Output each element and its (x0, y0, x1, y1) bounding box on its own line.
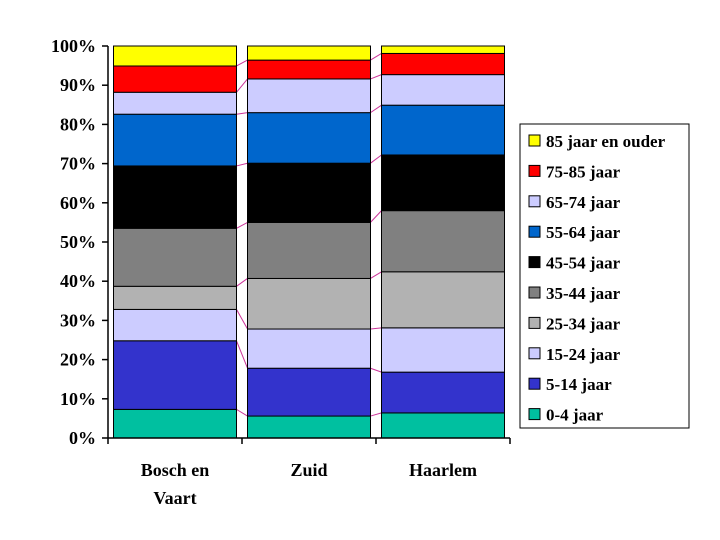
bar-segment (113, 408, 237, 439)
legend-label: 15-24 jaar (546, 345, 621, 364)
bar-segment (247, 328, 371, 369)
bar-segment (247, 59, 371, 80)
series-line (236, 112, 248, 115)
series-line (236, 162, 248, 167)
legend-swatch (528, 377, 541, 390)
bar-segment (113, 91, 237, 115)
legend-label: 25-34 jaar (546, 314, 621, 333)
y-tick-label: 30% (60, 310, 96, 330)
bar-segment (113, 45, 237, 67)
bar-segment (381, 412, 505, 439)
bar-segment (113, 65, 237, 93)
bar-segment (381, 45, 505, 54)
legend-box (519, 123, 690, 429)
series-line (370, 104, 382, 114)
bar-segment (381, 271, 505, 329)
legend-label: 0-4 jaar (546, 406, 604, 425)
bar-segment (247, 415, 371, 439)
bar-segment (381, 154, 505, 212)
bar-segment (247, 112, 371, 164)
series-line (370, 74, 382, 80)
bar-segment (113, 113, 237, 167)
series-line (370, 53, 382, 61)
legend-swatch (528, 195, 541, 208)
bar-segment (381, 104, 505, 156)
legend-label: 45-54 jaar (546, 254, 621, 273)
bar-segment (381, 52, 505, 76)
legend-swatch (528, 316, 541, 329)
series-line (236, 278, 248, 287)
axes: 0% 10% 20% 30% 40% 50% 60% 70% 80% 90% 100% Bosch e… (51, 36, 511, 508)
bar-segment (247, 162, 371, 223)
series-line (236, 59, 248, 67)
y-tick-label: 80% (60, 114, 96, 134)
legend-label: 35-44 jaar (546, 284, 621, 303)
legend-swatch (528, 347, 541, 360)
bar-segment (247, 367, 371, 417)
series-line (236, 221, 248, 229)
bars (113, 45, 505, 439)
y-tick-label: 40% (60, 271, 96, 291)
y-tick-label: 100% (51, 36, 96, 56)
y-tick-label: 0% (69, 428, 96, 448)
series-line (370, 154, 382, 164)
bar-segment (113, 308, 237, 342)
x-tick-label: Zuid (290, 460, 327, 480)
bar-segment (113, 340, 237, 410)
legend-swatch (528, 225, 541, 238)
series-line (236, 408, 248, 417)
bar-segment (113, 227, 237, 287)
bar-segment (247, 45, 371, 61)
series-line (370, 367, 382, 373)
y-tick-label: 60% (60, 193, 96, 213)
bar-segment (381, 74, 505, 106)
series-line (370, 327, 382, 330)
y-tick-label: 70% (60, 154, 96, 174)
legend-swatch (528, 408, 541, 421)
series-line (236, 78, 248, 93)
legend-label: 5-14 jaar (546, 375, 612, 394)
bar-segment (247, 221, 371, 279)
legend-swatch (528, 256, 541, 269)
y-tick-label: 20% (60, 350, 96, 370)
y-tick-label: 50% (60, 232, 96, 252)
legend-label: 85 jaar en ouder (546, 132, 666, 151)
series-line (236, 309, 248, 330)
legend-swatch (528, 286, 541, 299)
legend: 85 jaar en ouder 75-85 jaar 65-74 jaar 55-6… (519, 123, 690, 429)
y-tick-label: 90% (60, 75, 96, 95)
legend-label: 75-85 jaar (546, 162, 621, 181)
legend-label: 65-74 jaar (546, 193, 621, 212)
bar-segment (381, 210, 505, 273)
series-line (236, 340, 248, 369)
bar-segment (381, 371, 505, 414)
bar-segment (113, 285, 237, 310)
series-lines (236, 53, 382, 417)
series-line (370, 412, 382, 417)
series-line (370, 271, 382, 279)
bar-segment (247, 277, 371, 330)
bar-segment (381, 327, 505, 373)
bar-segment (247, 78, 371, 114)
bar-segment (113, 165, 237, 229)
y-tick-label: 10% (60, 389, 96, 409)
series-line (370, 210, 382, 223)
legend-swatch (528, 164, 541, 177)
legend-label: 55-64 jaar (546, 223, 621, 242)
x-tick-label: Vaart (153, 488, 196, 508)
legend-swatch (528, 134, 541, 147)
x-tick-label: Bosch en (141, 460, 210, 480)
x-tick-label: Haarlem (409, 460, 477, 480)
